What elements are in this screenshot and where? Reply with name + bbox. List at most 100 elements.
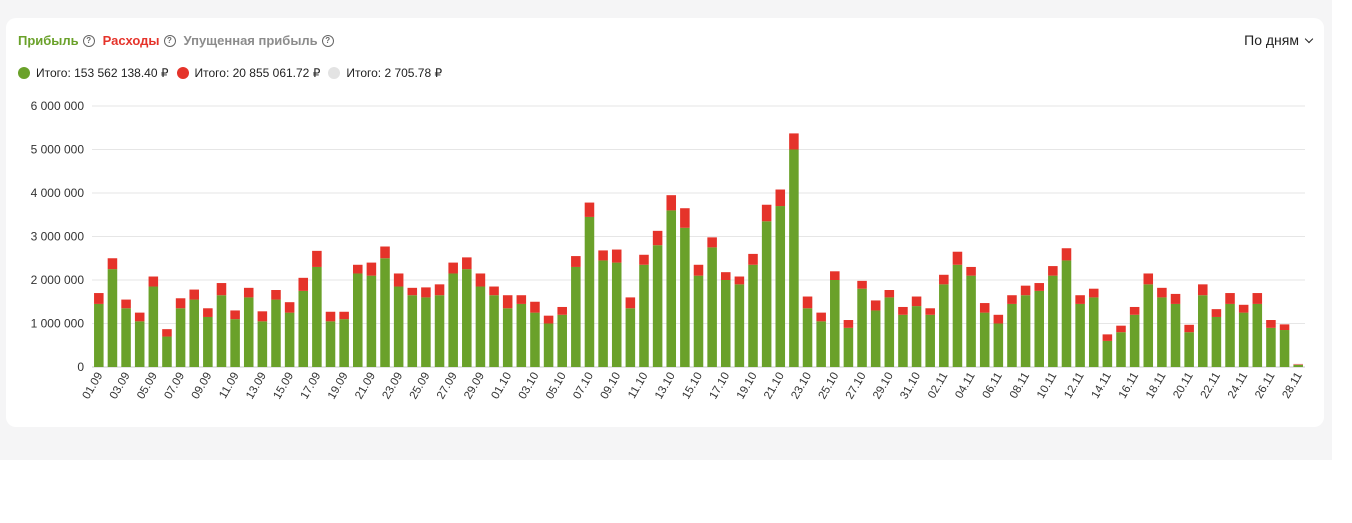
bar-segment-profit[interactable] [230, 319, 240, 367]
bar-segment-expenses[interactable] [1170, 293, 1181, 304]
bar-segment-expenses[interactable] [571, 256, 581, 267]
bar-segment-expenses[interactable] [175, 298, 186, 309]
bar-segment-expenses[interactable] [584, 202, 595, 217]
bar-segment-expenses[interactable] [366, 262, 377, 276]
bar-segment-expenses[interactable] [380, 246, 390, 259]
bar-segment-expenses[interactable] [216, 283, 227, 296]
bar-segment-profit[interactable] [611, 262, 622, 367]
legend-item-profit[interactable]: Итого: 153 562 138.40 ₽ [18, 66, 169, 80]
tab-profit[interactable]: Прибыль ? [18, 33, 95, 48]
bar-segment-expenses[interactable] [939, 274, 949, 285]
bar-segment-expenses[interactable] [257, 311, 268, 322]
bar-segment-expenses[interactable] [802, 296, 813, 309]
bar-segment-profit[interactable] [625, 308, 636, 367]
bar-segment-profit[interactable] [1129, 314, 1140, 367]
bar-segment-profit[interactable] [543, 323, 554, 368]
bar-segment-profit[interactable] [707, 247, 717, 367]
bar-segment-profit[interactable] [339, 319, 349, 367]
bar-segment-expenses[interactable] [134, 312, 145, 322]
bar-segment-profit[interactable] [979, 312, 990, 367]
bar-segment-profit[interactable] [284, 312, 295, 367]
bar-segment-profit[interactable] [148, 286, 159, 367]
bar-segment-profit[interactable] [421, 297, 431, 367]
bar-segment-profit[interactable] [502, 308, 513, 367]
bar-segment-profit[interactable] [734, 284, 745, 367]
bar-segment-expenses[interactable] [162, 329, 172, 337]
legend-item-expenses[interactable]: Итого: 20 855 061.72 ₽ [176, 66, 320, 80]
bar-segment-expenses[interactable] [884, 290, 895, 298]
bar-segment-expenses[interactable] [312, 250, 322, 267]
bar-segment-expenses[interactable] [1293, 363, 1303, 365]
bar-segment-profit[interactable] [693, 275, 704, 367]
bar-segment-expenses[interactable] [1061, 248, 1072, 261]
bar-segment-profit[interactable] [134, 321, 145, 367]
help-icon[interactable]: ? [163, 34, 176, 47]
bar-segment-expenses[interactable] [789, 133, 799, 150]
bar-segment-profit[interactable] [652, 245, 663, 367]
bar-segment-profit[interactable] [216, 295, 227, 367]
bar-segment-profit[interactable] [1075, 303, 1085, 367]
bar-segment-profit[interactable] [584, 216, 595, 367]
bar-segment-profit[interactable] [775, 206, 786, 367]
bar-segment-profit[interactable] [1143, 284, 1154, 367]
bar-segment-expenses[interactable] [1184, 324, 1194, 333]
bar-segment-expenses[interactable] [325, 311, 336, 322]
bar-segment-expenses[interactable] [993, 314, 1004, 324]
bar-segment-profit[interactable] [1061, 260, 1072, 367]
bar-segment-profit[interactable] [516, 303, 527, 367]
bar-segment-profit[interactable] [857, 288, 867, 367]
bar-segment-expenses[interactable] [475, 273, 486, 287]
bar-segment-expenses[interactable] [1088, 288, 1099, 298]
bar-segment-expenses[interactable] [1034, 283, 1045, 291]
bar-segment-expenses[interactable] [639, 254, 649, 265]
bar-segment-profit[interactable] [748, 264, 758, 367]
bar-segment-expenses[interactable] [1225, 293, 1235, 304]
bar-segment-profit[interactable] [870, 310, 881, 367]
bar-segment-expenses[interactable] [870, 300, 881, 311]
bar-segment-expenses[interactable] [530, 301, 540, 313]
bar-segment-lost-profit[interactable] [1293, 363, 1303, 365]
bar-segment-profit[interactable] [911, 306, 922, 367]
bar-segment-expenses[interactable] [1116, 325, 1126, 333]
bar-segment-profit[interactable] [489, 295, 499, 367]
bar-segment-expenses[interactable] [462, 257, 472, 270]
bar-segment-expenses[interactable] [1129, 306, 1140, 315]
period-dropdown[interactable]: По дням [1244, 32, 1314, 48]
bar-segment-profit[interactable] [952, 264, 963, 367]
bar-segment-profit[interactable] [1020, 295, 1031, 367]
bar-segment-expenses[interactable] [748, 253, 758, 265]
bar-segment-profit[interactable] [257, 321, 268, 367]
bar-segment-profit[interactable] [393, 286, 404, 367]
bar-segment-profit[interactable] [366, 275, 377, 367]
bar-segment-profit[interactable] [352, 273, 363, 367]
bar-segment-expenses[interactable] [693, 264, 704, 276]
bar-segment-profit[interactable] [1088, 297, 1099, 367]
bar-segment-expenses[interactable] [94, 293, 104, 304]
bar-segment-profit[interactable] [162, 336, 172, 367]
bar-segment-profit[interactable] [189, 299, 199, 367]
bar-segment-expenses[interactable] [516, 295, 527, 304]
bar-segment-profit[interactable] [448, 273, 458, 367]
bar-segment-expenses[interactable] [1157, 287, 1167, 298]
bar-segment-expenses[interactable] [407, 287, 418, 296]
bar-segment-expenses[interactable] [557, 306, 567, 315]
bar-segment-profit[interactable] [1225, 303, 1235, 367]
bar-segment-expenses[interactable] [611, 249, 622, 263]
bar-segment-profit[interactable] [1048, 275, 1058, 367]
bar-segment-expenses[interactable] [298, 277, 309, 291]
bar-segment-expenses[interactable] [775, 189, 786, 207]
tab-expenses[interactable]: Расходы ? [103, 33, 176, 48]
bar-segment-profit[interactable] [639, 264, 649, 367]
bar-segment-expenses[interactable] [666, 195, 677, 211]
bar-segment-expenses[interactable] [434, 284, 445, 296]
bar-segment-expenses[interactable] [339, 311, 349, 320]
bar-segment-expenses[interactable] [1143, 273, 1154, 285]
bar-segment-profit[interactable] [761, 221, 772, 367]
bar-segment-profit[interactable] [939, 284, 949, 367]
bar-segment-profit[interactable] [312, 266, 322, 367]
bar-segment-profit[interactable] [598, 260, 608, 367]
bar-segment-expenses[interactable] [543, 315, 554, 324]
bar-segment-profit[interactable] [1034, 290, 1045, 367]
bar-segment-profit[interactable] [925, 314, 935, 367]
bar-segment-expenses[interactable] [720, 272, 731, 280]
